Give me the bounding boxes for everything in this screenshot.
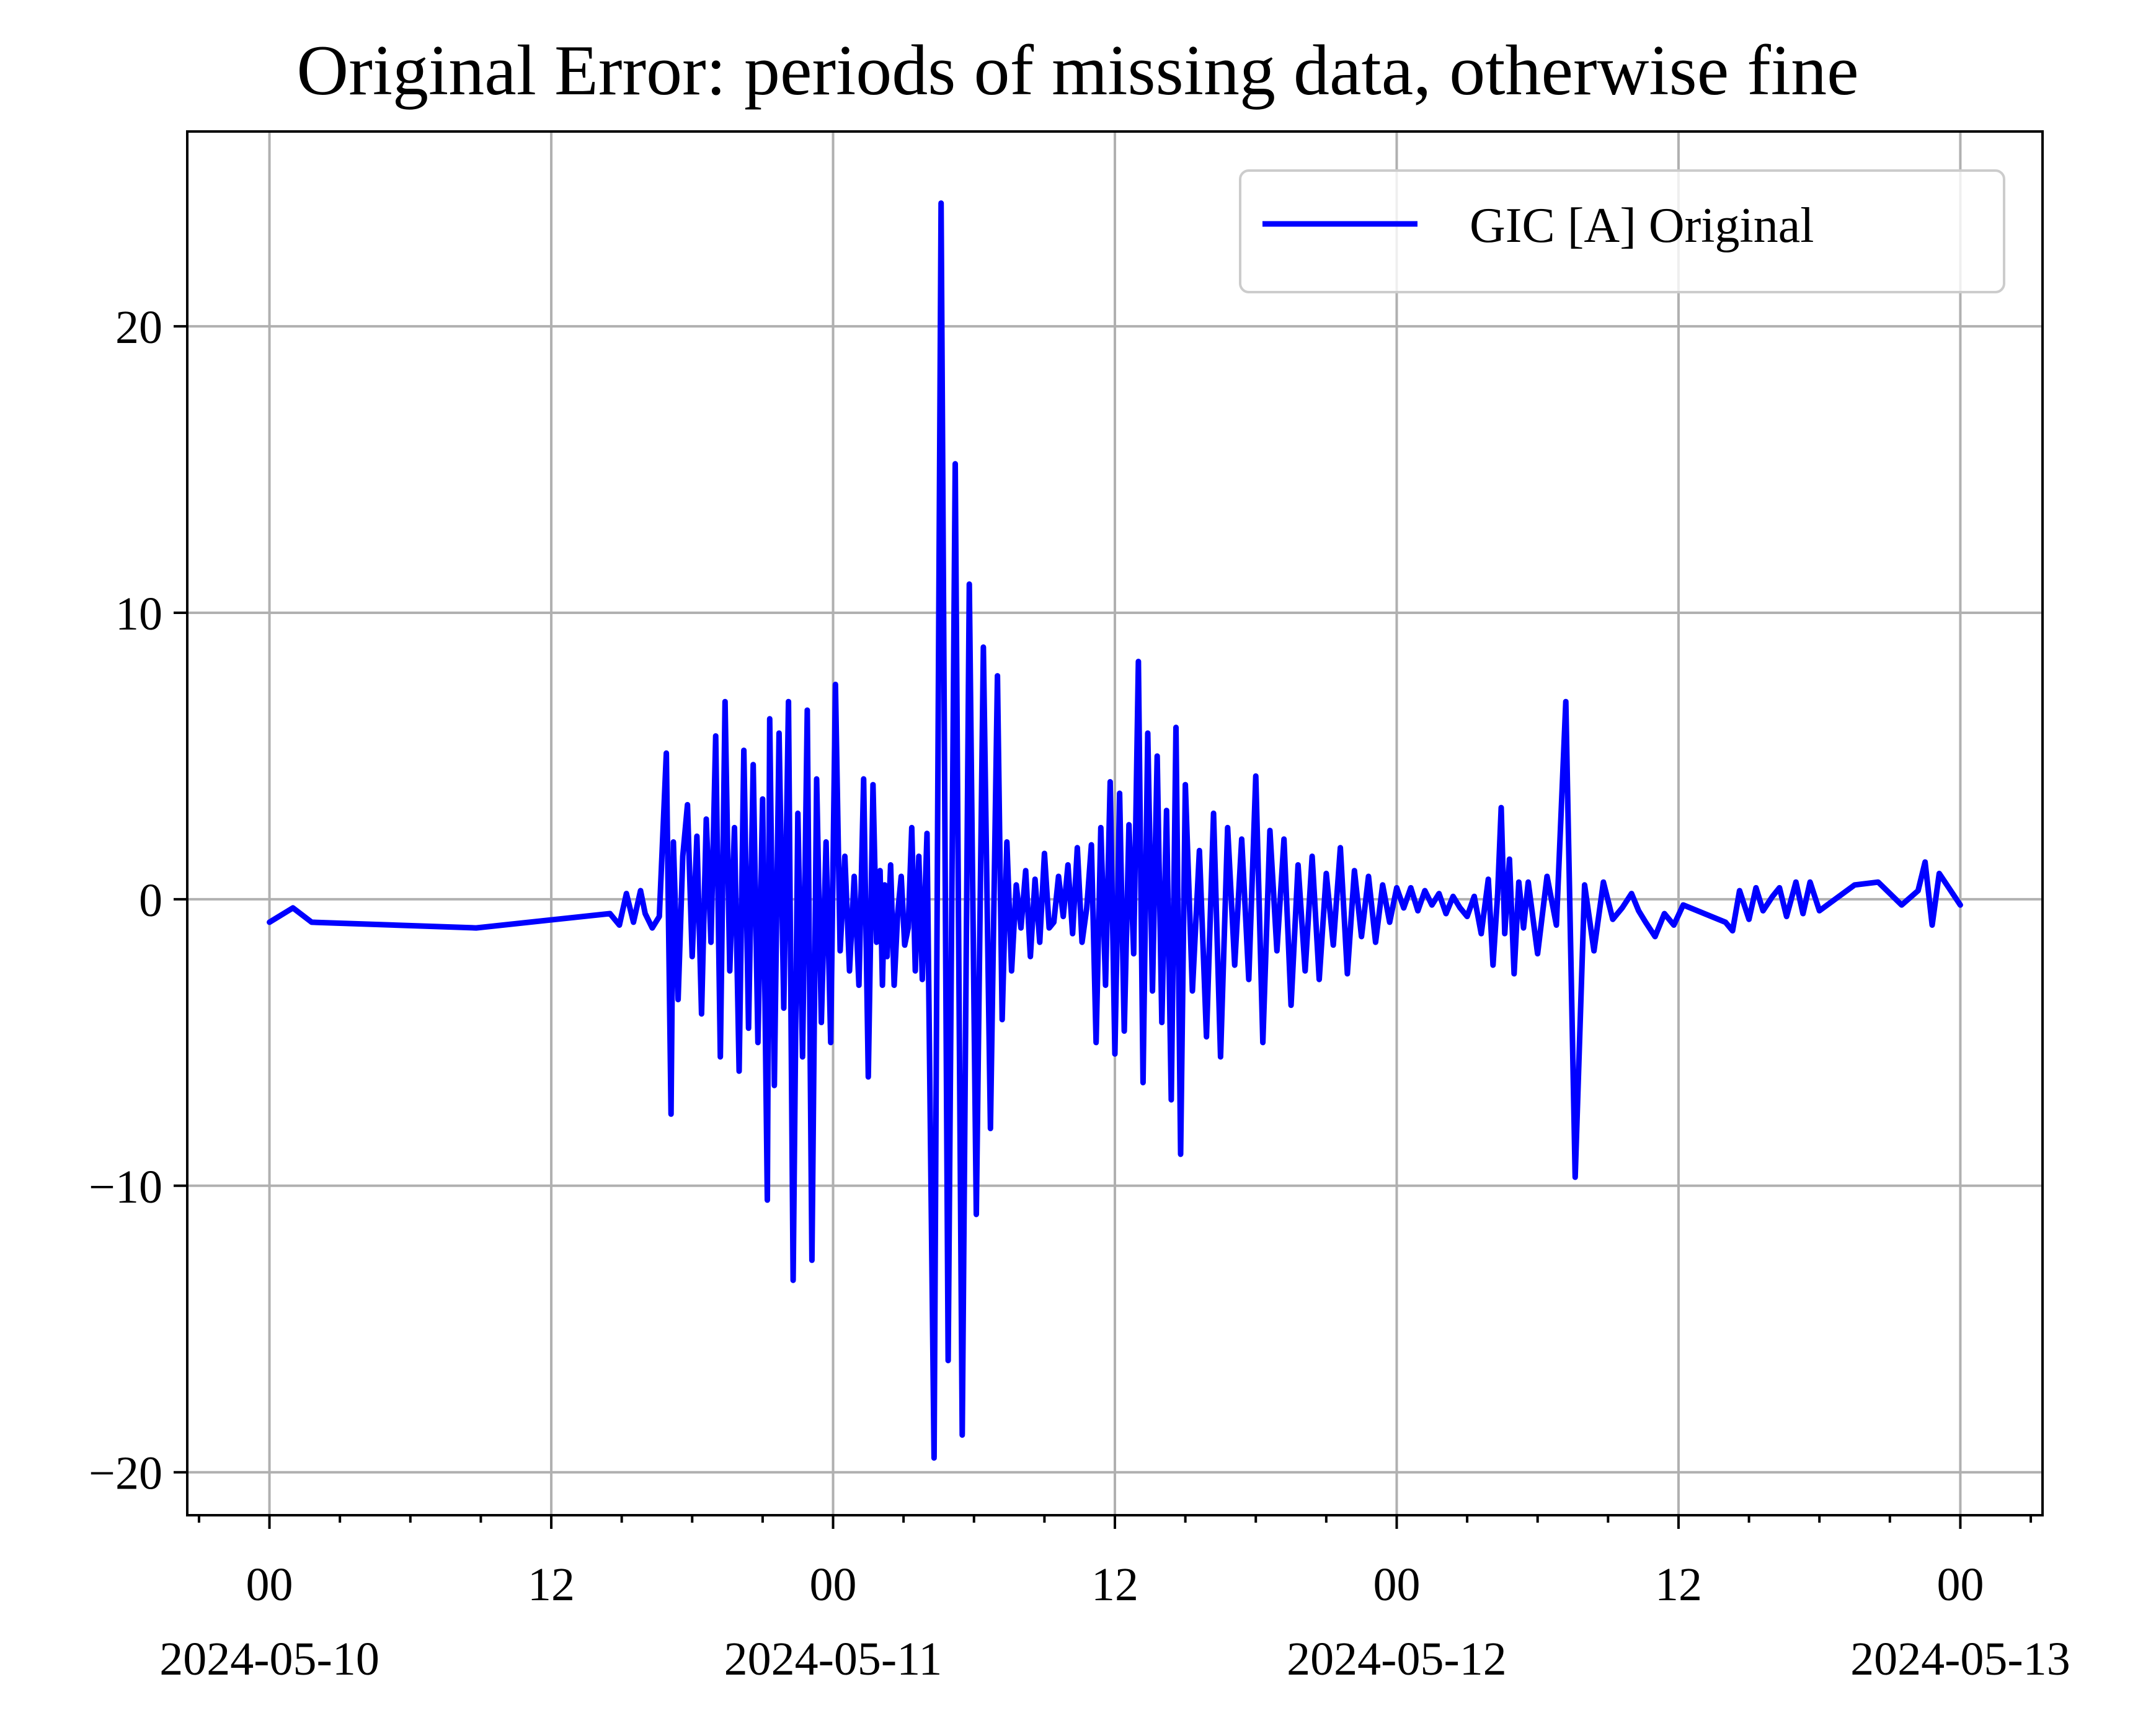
legend-box <box>1239 169 2005 293</box>
x-tick-label: 12 <box>528 1559 575 1611</box>
x-tick-date: 2024-05-12 <box>1287 1633 1507 1685</box>
y-tick-label: −20 <box>89 1448 162 1500</box>
x-axis: 00 2024-05-10 12 00 2024-05-11 12 00 2024-05-12… <box>159 1515 2070 1685</box>
grid <box>187 131 2043 1515</box>
y-tick-label: −10 <box>89 1161 162 1213</box>
legend-label: GIC [A] Original <box>1470 198 1814 253</box>
x-tick-label: 00 <box>810 1559 857 1611</box>
x-tick-date: 2024-05-13 <box>1850 1633 2070 1685</box>
x-tick-label: 00 <box>246 1559 293 1611</box>
x-tick-date: 2024-05-11 <box>724 1633 943 1685</box>
series-layer <box>267 200 1963 1461</box>
series-line <box>267 200 1963 1461</box>
x-tick-label: 00 <box>1373 1559 1420 1611</box>
x-tick-label: 00 <box>1936 1559 1984 1611</box>
y-tick-label: 20 <box>115 301 162 354</box>
legend: GIC [A] Original <box>1239 169 2005 293</box>
x-tick-label: 12 <box>1655 1559 1702 1611</box>
y-axis: −20 −10 0 10 20 <box>89 301 187 1500</box>
y-tick-label: 0 <box>139 875 162 927</box>
chart-title: Original Error: periods of missing data,… <box>296 31 1858 110</box>
x-tick-date: 2024-05-10 <box>159 1633 379 1685</box>
x-tick-label: 12 <box>1091 1559 1138 1611</box>
y-tick-label: 10 <box>115 588 162 640</box>
